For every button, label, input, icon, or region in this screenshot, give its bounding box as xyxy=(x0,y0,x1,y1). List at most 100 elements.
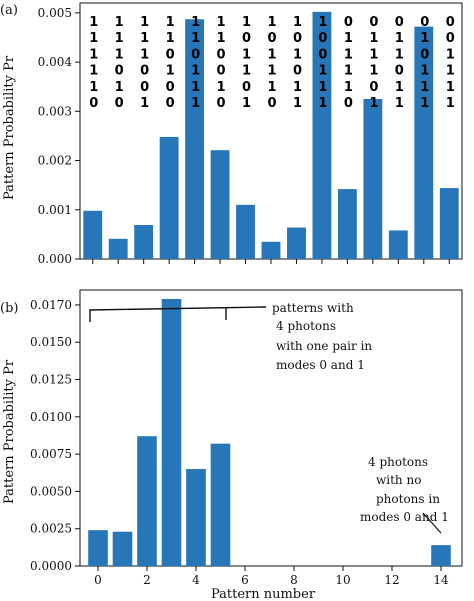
pattern-digit: 1 xyxy=(140,15,149,30)
pattern-digit: 1 xyxy=(369,64,378,79)
pattern-digit: 0 xyxy=(344,96,353,111)
pattern-digit: 0 xyxy=(166,80,175,95)
pattern-digit: 1 xyxy=(89,80,98,95)
x-tick-label: 12 xyxy=(384,573,399,587)
pattern-digit: 1 xyxy=(369,31,378,46)
pattern-digit: 1 xyxy=(293,80,302,95)
pattern-digit: 1 xyxy=(318,80,327,95)
y-tick-label: 0.000 xyxy=(38,252,72,266)
bar xyxy=(388,230,408,259)
y-tick-label: 0.0075 xyxy=(30,447,72,461)
pattern-digit: 0 xyxy=(242,80,251,95)
pattern-digit: 0 xyxy=(395,64,404,79)
pattern-digit: 1 xyxy=(115,80,124,95)
pattern-digit: 1 xyxy=(420,64,429,79)
bar xyxy=(312,11,332,259)
y-tick-label: 0.001 xyxy=(38,203,72,217)
pattern-digit: 1 xyxy=(344,80,353,95)
pairs-annotation-line-2: 4 photons xyxy=(276,319,336,333)
pattern-digit: 1 xyxy=(446,47,455,62)
bar xyxy=(161,298,182,566)
pattern-digit: 1 xyxy=(344,64,353,79)
bar xyxy=(134,225,154,259)
nopairs-annotation-line-1: 4 photons xyxy=(368,455,428,469)
x-tick-label: 4 xyxy=(192,573,200,587)
pattern-digit: 1 xyxy=(217,80,226,95)
bar xyxy=(337,189,357,259)
pattern-digit: 1 xyxy=(420,80,429,95)
panel-b-chart: (b) Pattern Probability Pr Pattern numbe… xyxy=(0,289,463,601)
bar xyxy=(414,26,434,260)
pattern-digit: 1 xyxy=(344,47,353,62)
x-tick-label: 0 xyxy=(94,573,102,587)
pattern-digit: 1 xyxy=(369,47,378,62)
pattern-digit: 1 xyxy=(242,96,251,111)
pattern-digit: 1 xyxy=(217,15,226,30)
pattern-digit: 0 xyxy=(115,64,124,79)
y-tick-label: 0.0050 xyxy=(30,484,72,498)
pattern-digit: 1 xyxy=(267,15,276,30)
y-tick-label: 0.003 xyxy=(38,104,72,118)
pattern-digit: 0 xyxy=(89,96,98,111)
y-tick-label: 0.0170 xyxy=(30,298,72,312)
panel-a-pattern-labels: 1111101110101110011101001101111100101011… xyxy=(89,15,455,111)
pattern-digit: 1 xyxy=(242,47,251,62)
panel-b-frame xyxy=(79,289,463,567)
pattern-digit: 1 xyxy=(446,64,455,79)
y-tick-label: 0.0100 xyxy=(30,410,72,424)
pattern-digit: 1 xyxy=(140,31,149,46)
pattern-digit: 0 xyxy=(217,96,226,111)
pattern-digit: 1 xyxy=(89,31,98,46)
y-tick-label: 0.0000 xyxy=(30,559,72,573)
pattern-digit: 1 xyxy=(140,47,149,62)
panel-a-label: (a) xyxy=(0,3,18,18)
pattern-digit: 0 xyxy=(267,31,276,46)
panel-a-y-axis-label: Pattern Probability Pr xyxy=(2,55,17,200)
bar xyxy=(210,150,230,259)
pattern-digit: 1 xyxy=(191,31,200,46)
pattern-digit: 1 xyxy=(267,80,276,95)
pattern-digit: 1 xyxy=(267,47,276,62)
pattern-digit: 1 xyxy=(446,80,455,95)
pattern-digit: 1 xyxy=(395,96,404,111)
pattern-digit: 1 xyxy=(89,47,98,62)
nopairs-annotation-line-3: photons in xyxy=(376,492,440,506)
y-tick-label: 0.004 xyxy=(38,55,73,69)
pattern-digit: 0 xyxy=(446,31,455,46)
pattern-digit: 1 xyxy=(191,15,200,30)
x-tick-label: 14 xyxy=(433,573,449,587)
bar xyxy=(363,99,383,259)
y-tick-label: 0.0150 xyxy=(30,335,72,349)
bar xyxy=(83,210,103,259)
pattern-digit: 1 xyxy=(89,15,98,30)
pattern-digit: 1 xyxy=(318,15,327,30)
bar xyxy=(261,241,281,259)
pattern-digit: 0 xyxy=(318,31,327,46)
panel-b-label: (b) xyxy=(0,301,18,316)
pattern-digit: 1 xyxy=(293,96,302,111)
pattern-digit: 1 xyxy=(395,80,404,95)
bar xyxy=(137,436,157,566)
y-tick-label: 0.005 xyxy=(38,6,72,20)
nopairs-annotation-line-4: modes 0 and 1 xyxy=(360,510,449,524)
bar xyxy=(431,545,451,566)
pattern-digit: 0 xyxy=(140,64,149,79)
pattern-digit: 0 xyxy=(267,96,276,111)
pattern-digit: 0 xyxy=(395,15,404,30)
panel-b-x-axis-label: Pattern number xyxy=(211,587,316,601)
pattern-digit: 1 xyxy=(191,80,200,95)
bar xyxy=(236,204,255,259)
x-tick-label: 10 xyxy=(335,573,350,587)
pattern-digit: 1 xyxy=(89,64,98,79)
panel-b-y-ticks: 0.0000 0.0025 0.0050 0.0075 0.0100 0.0125 0.01… xyxy=(30,298,80,573)
pattern-digit: 0 xyxy=(318,47,327,62)
bar xyxy=(159,136,179,259)
pattern-digit: 0 xyxy=(369,15,378,30)
pattern-digit: 0 xyxy=(420,47,429,62)
nopairs-pointer-line xyxy=(422,512,442,534)
panel-a-chart: (a) Pattern Probability Pr 0.000 0.001 0.0… xyxy=(0,2,463,266)
pattern-digit: 0 xyxy=(369,80,378,95)
panel-b-bars xyxy=(88,298,451,566)
pattern-digit: 1 xyxy=(318,64,327,79)
